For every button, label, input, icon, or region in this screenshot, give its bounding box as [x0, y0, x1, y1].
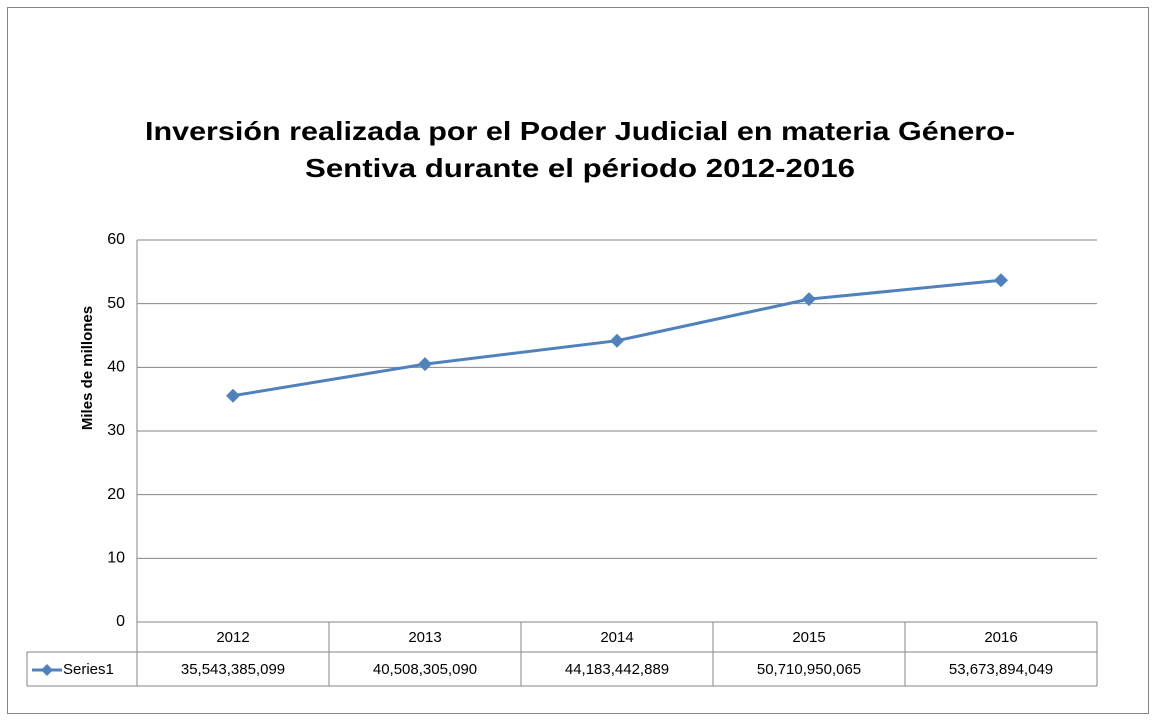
table-value: 44,183,442,889 [565, 661, 669, 678]
x-tick-label: 2014 [600, 629, 633, 646]
y-axis-label: Miles de millones [79, 306, 96, 430]
point-marker [610, 333, 624, 348]
point-marker [226, 388, 240, 403]
y-tick-label: 50 [107, 295, 125, 312]
table-value: 50,710,950,065 [757, 661, 861, 678]
table-value: 40,508,305,090 [373, 661, 477, 678]
x-tick-label: 2012 [216, 629, 249, 646]
table-value: 53,673,894,049 [949, 661, 1053, 678]
y-tick-label: 20 [107, 486, 125, 503]
point-marker [418, 357, 432, 372]
legend-key [41, 664, 53, 676]
x-tick-label: 2016 [984, 629, 1017, 646]
y-tick-label: 30 [107, 422, 125, 439]
y-tick-label: 40 [107, 359, 125, 376]
table-value: 35,543,385,099 [181, 661, 285, 678]
x-tick-label: 2013 [408, 629, 441, 646]
chart-title: Sentiva durante el périodo 2012-2016 [305, 153, 855, 183]
y-tick-label: 10 [107, 550, 125, 567]
legend-label: Series1 [63, 661, 114, 678]
chart-title: Inversión realizada por el Poder Judicia… [145, 116, 1015, 146]
x-tick-label: 2015 [792, 629, 825, 646]
chart-border [7, 7, 1149, 714]
point-marker [994, 273, 1008, 288]
y-tick-label: 60 [107, 231, 125, 248]
y-tick-label: 0 [116, 613, 125, 630]
point-marker [802, 292, 816, 307]
